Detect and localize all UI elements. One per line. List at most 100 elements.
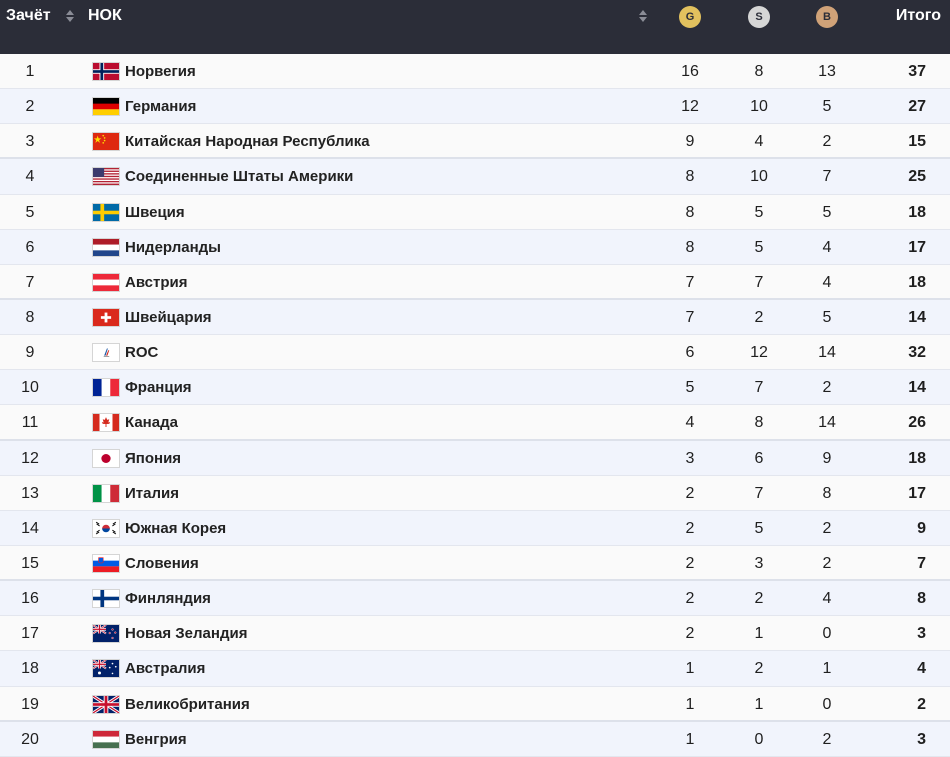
- silver-count: 6: [754, 449, 764, 467]
- country-name[interactable]: Великобритания: [125, 695, 250, 713]
- japan-flag-icon: [92, 448, 120, 468]
- table-row[interactable]: 10 Франция 5 7 2 14: [0, 370, 950, 406]
- sort-rank-icon[interactable]: [66, 10, 74, 22]
- silver-count: 2: [754, 308, 764, 326]
- table-row[interactable]: 19 Великобритания 1 1 0 2: [0, 686, 950, 722]
- country-name[interactable]: Соединенные Штаты Америки: [125, 168, 354, 186]
- silver-count: 12: [750, 344, 768, 362]
- table-row[interactable]: 7 Австрия 7 7 4 18: [0, 264, 950, 300]
- table-body: 1 Норвегия 16 8 13 37 2 Германия 12 10 5 27 3 Китайск…: [0, 54, 950, 757]
- rank-cell: 20: [21, 730, 39, 748]
- gold-count: 2: [685, 554, 695, 572]
- gold-count: 2: [685, 484, 695, 502]
- silver-count: 2: [754, 590, 764, 608]
- country-name[interactable]: Южная Корея: [125, 519, 227, 537]
- table-row[interactable]: 8 Швейцария 7 2 5 14: [0, 299, 950, 336]
- country-name[interactable]: ROC: [125, 344, 159, 362]
- table-row[interactable]: 16 Финляндия 2 2 4 8: [0, 581, 950, 617]
- noc-column-header[interactable]: НОК: [88, 7, 122, 24]
- table-row[interactable]: 2 Германия 12 10 5 27: [0, 89, 950, 125]
- country-name[interactable]: Италия: [125, 484, 179, 502]
- table-row[interactable]: 9 ROC 6 12 14 32: [0, 335, 950, 371]
- bronze-count: 2: [822, 554, 832, 572]
- country-name[interactable]: Китайская Народная Республика: [125, 133, 370, 151]
- bronze-count: 5: [822, 98, 832, 116]
- table-row[interactable]: 12 Япония 3 6 9 18: [0, 440, 950, 476]
- total-count: 17: [908, 484, 926, 502]
- table-row[interactable]: 13 Италия 2 7 8 17: [0, 475, 950, 511]
- silver-medal-icon[interactable]: S: [748, 6, 770, 28]
- country-name[interactable]: Венгрия: [125, 730, 187, 748]
- bronze-count: 1: [822, 660, 832, 678]
- bronze-medal-icon[interactable]: B: [816, 6, 838, 28]
- bronze-count: 14: [818, 414, 836, 432]
- bronze-count: 4: [822, 238, 832, 256]
- sort-noc-icon[interactable]: [639, 10, 647, 22]
- table-row[interactable]: 15 Словения 2 3 2 7: [0, 545, 950, 582]
- table-row[interactable]: 6 Нидерланды 8 5 4 17: [0, 229, 950, 265]
- silver-count: 7: [754, 273, 764, 291]
- bronze-count: 2: [822, 133, 832, 151]
- table-row[interactable]: 11 Канада 4 8 14 26: [0, 405, 950, 441]
- gold-count: 3: [685, 449, 695, 467]
- sweden-flag-icon: [92, 202, 120, 222]
- silver-count: 7: [754, 484, 764, 502]
- bronze-count: 13: [818, 63, 836, 80]
- country-name[interactable]: Австрия: [125, 273, 188, 291]
- france-flag-icon: [92, 378, 120, 398]
- roc-flag-icon: [92, 343, 120, 363]
- country-name[interactable]: Швейцария: [125, 308, 212, 326]
- country-name[interactable]: Франция: [125, 379, 192, 397]
- rank-cell: 11: [21, 414, 39, 432]
- total-count: 18: [908, 203, 926, 221]
- country-name[interactable]: Нидерланды: [125, 238, 221, 256]
- rank-cell: 3: [25, 133, 35, 151]
- switzerland-flag-icon: [92, 307, 120, 327]
- table-row[interactable]: 4 Соединенные Штаты Америки 8 10 7 25: [0, 159, 950, 195]
- rank-cell: 6: [25, 238, 35, 256]
- country-name[interactable]: Словения: [125, 554, 199, 572]
- bronze-count: 2: [822, 379, 832, 397]
- table-row[interactable]: 14 Южная Корея 2 5 2 9: [0, 510, 950, 546]
- gold-count: 5: [685, 379, 695, 397]
- bronze-count: 0: [822, 625, 832, 643]
- total-column-header[interactable]: Итого: [895, 7, 941, 24]
- total-count: 32: [908, 344, 926, 362]
- total-count: 25: [908, 168, 926, 186]
- country-name[interactable]: Норвегия: [125, 63, 196, 80]
- gold-count: 1: [685, 730, 695, 748]
- silver-count: 5: [754, 203, 764, 221]
- country-name[interactable]: Германия: [125, 98, 197, 116]
- country-name[interactable]: Япония: [125, 449, 182, 467]
- table-row[interactable]: 3 Китайская Народная Республика 9 4 2 15: [0, 124, 950, 160]
- country-name[interactable]: Новая Зеландия: [125, 625, 248, 643]
- silver-count: 0: [754, 730, 764, 748]
- gold-count: 8: [685, 238, 695, 256]
- bronze-count: 4: [822, 273, 832, 291]
- rank-column-header[interactable]: Зачёт: [6, 7, 51, 24]
- table-row[interactable]: 5 Швеция 8 5 5 18: [0, 194, 950, 230]
- total-count: 26: [908, 414, 926, 432]
- table-row[interactable]: 20 Венгрия 1 0 2 3: [0, 721, 950, 757]
- slovenia-flag-icon: [92, 553, 120, 573]
- bronze-count: 5: [822, 203, 832, 221]
- table-row[interactable]: 18 Австралия 1 2 1 4: [0, 651, 950, 687]
- rank-cell: 2: [25, 98, 35, 116]
- total-count: 4: [917, 660, 926, 678]
- rank-cell: 4: [25, 168, 35, 186]
- table-row[interactable]: 1 Норвегия 16 8 13 37: [0, 54, 950, 90]
- netherlands-flag-icon: [92, 237, 120, 257]
- rank-cell: 13: [21, 484, 39, 502]
- country-name[interactable]: Финляндия: [125, 590, 211, 608]
- country-name[interactable]: Швеция: [125, 203, 185, 221]
- gold-medal-icon[interactable]: G: [679, 6, 701, 28]
- country-name[interactable]: Австралия: [125, 660, 206, 678]
- silver-count: 10: [750, 98, 768, 116]
- bronze-count: 5: [822, 308, 832, 326]
- gold-count: 7: [685, 273, 695, 291]
- country-name[interactable]: Канада: [125, 414, 178, 432]
- silver-count: 1: [754, 695, 764, 713]
- italy-flag-icon: [92, 483, 120, 503]
- rank-cell: 12: [21, 449, 39, 467]
- table-row[interactable]: 17 Новая Зеландия 2 1 0 3: [0, 616, 950, 652]
